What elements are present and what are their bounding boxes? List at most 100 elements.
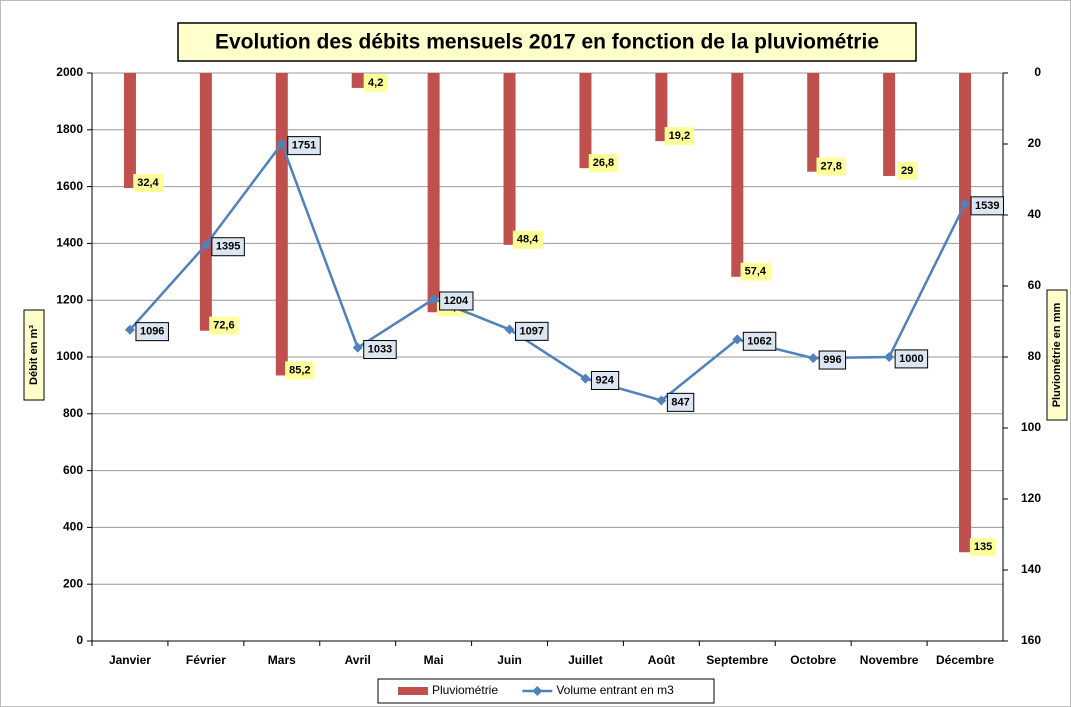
y-tick-label: 400 [63, 520, 83, 534]
data-label-box [515, 321, 549, 341]
data-label-box [439, 291, 474, 311]
data-label-box [285, 361, 315, 380]
bar [579, 73, 592, 169]
y-tick-label: 1800 [56, 122, 83, 136]
line-value-label: 1062 [747, 335, 771, 347]
legend-label: Volume entrant en m3 [556, 683, 674, 697]
data-label-box [590, 370, 620, 390]
line-value-label: 1097 [520, 325, 544, 337]
line-marker [276, 138, 287, 149]
x-tick-label: Septembre [706, 653, 768, 667]
bar [503, 73, 516, 245]
data-label-box [969, 538, 997, 557]
y2-tick-label: 80 [1028, 349, 1042, 363]
y-tick-label: 1000 [56, 349, 83, 363]
x-tick-label: Février [186, 653, 226, 667]
bar [351, 73, 364, 88]
bar [123, 73, 136, 189]
bar-value-label: 27,8 [820, 161, 841, 173]
bar-value-label: 4,2 [368, 77, 383, 89]
bar-value-label: 29 [901, 165, 913, 177]
y2-tick-label: 0 [1034, 65, 1041, 79]
line-marker [580, 373, 591, 384]
y2-label-box [1046, 289, 1068, 421]
y2-axis-label: Pluviométrie en mm [1051, 303, 1063, 408]
data-label-box [588, 154, 619, 173]
bar [275, 73, 288, 376]
bar [199, 73, 212, 331]
data-label-box [818, 350, 847, 370]
y-tick-label: 1400 [56, 236, 83, 250]
x-tick-label: Juillet [568, 653, 603, 667]
data-label-box [133, 173, 164, 192]
x-tick-label: Novembre [860, 653, 919, 667]
line-marker [124, 324, 135, 335]
chart-title: Evolution des débits mensuels 2017 en fo… [215, 31, 879, 54]
bar [655, 73, 668, 142]
y2-tick-label: 60 [1028, 278, 1042, 292]
bar-value-label: 57,4 [745, 266, 767, 278]
data-label-box [740, 262, 771, 281]
line-marker [808, 353, 819, 364]
bar-value-label: 72,6 [213, 320, 234, 332]
legend-marker [532, 686, 543, 696]
y2-tick-label: 160 [1021, 633, 1041, 647]
line-value-label: 924 [595, 374, 614, 386]
y-tick-label: 1600 [56, 179, 83, 193]
legend-swatch [398, 687, 428, 695]
line-marker [504, 324, 515, 335]
x-tick-label: Décembre [936, 653, 994, 667]
bar [807, 73, 820, 172]
y-tick-label: 2000 [56, 65, 83, 79]
line-marker [200, 239, 211, 250]
data-label-box [211, 237, 245, 257]
data-label-box [512, 230, 544, 249]
bar-value-label: 135 [974, 541, 992, 553]
data-label-box [363, 340, 397, 360]
y-tick-label: 600 [63, 463, 83, 477]
bar-value-label: 48,4 [517, 234, 539, 246]
line-value-label: 996 [823, 354, 841, 366]
x-tick-label: Janvier [109, 653, 151, 667]
line-marker [960, 198, 971, 209]
bar [883, 73, 896, 176]
y-tick-label: 200 [63, 576, 83, 590]
line-value-label: 1000 [899, 353, 923, 365]
y2-tick-label: 20 [1028, 136, 1042, 150]
data-label-box [742, 331, 777, 351]
bar [959, 73, 972, 553]
y-tick-label: 0 [76, 633, 83, 647]
bar-value-label: 19,2 [669, 130, 690, 142]
x-tick-label: Juin [497, 653, 522, 667]
line-value-label: 1204 [444, 295, 469, 307]
line-marker [656, 395, 667, 406]
y2-tick-label: 40 [1028, 207, 1042, 221]
bar-value-label: 85,2 [289, 364, 310, 376]
legend-label: Pluviométrie [432, 683, 498, 697]
line-marker [884, 352, 895, 362]
data-label-box [666, 392, 695, 412]
data-label-box [364, 73, 388, 92]
y-label-box [23, 309, 45, 401]
bar-value-label: 26,8 [593, 157, 614, 169]
data-label-box [897, 161, 918, 180]
y-tick-label: 1200 [56, 292, 83, 306]
data-label-box [209, 316, 239, 335]
x-tick-label: Mars [268, 653, 296, 667]
line-value-label: 1395 [216, 241, 240, 253]
line-value-label: 847 [671, 396, 689, 408]
bar [427, 73, 440, 313]
title-box [177, 22, 917, 62]
data-label-box [287, 136, 321, 156]
line-value-label: 1539 [975, 200, 999, 212]
y2-tick-label: 120 [1021, 491, 1041, 505]
line-marker [352, 342, 363, 353]
line-marker [428, 294, 439, 305]
x-tick-label: Mai [424, 653, 444, 667]
bar [731, 73, 744, 277]
bar-value-label: 32,4 [137, 177, 159, 189]
line-value-label: 1033 [368, 344, 392, 356]
line-marker [732, 334, 743, 345]
y2-tick-label: 140 [1021, 562, 1041, 576]
